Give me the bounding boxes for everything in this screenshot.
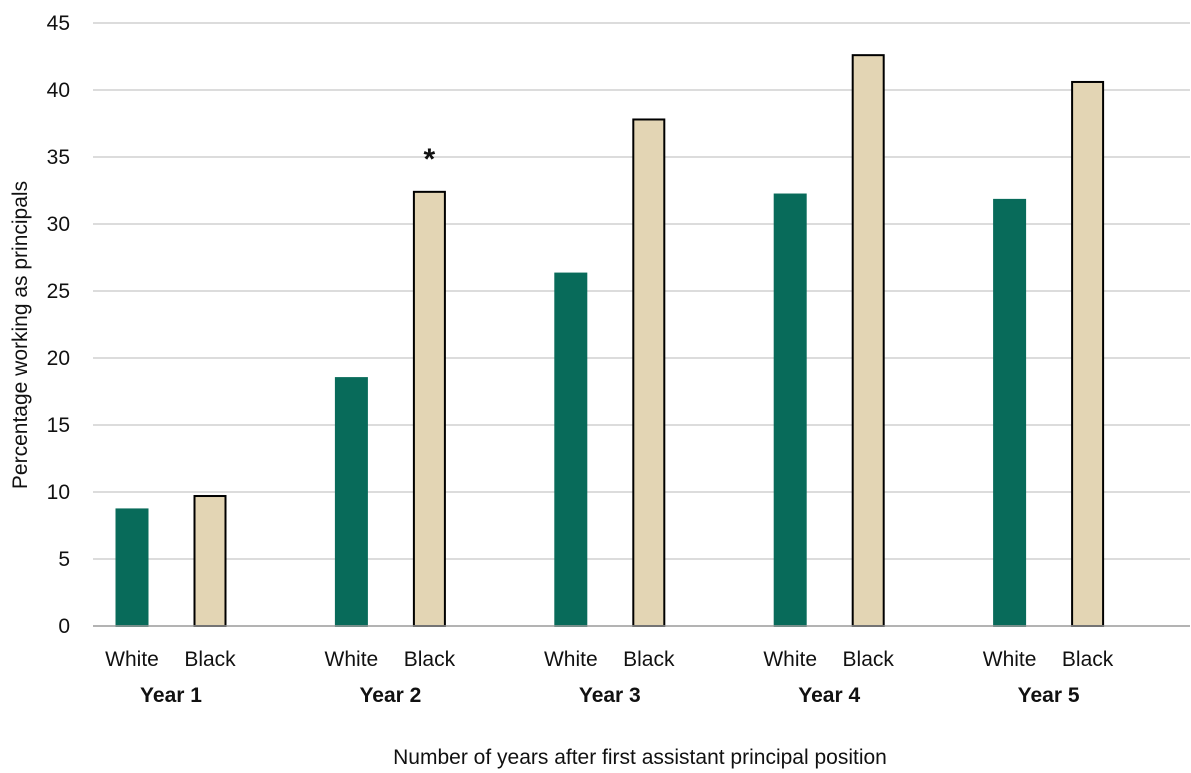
- bar-white-year-3: [554, 272, 588, 627]
- x-series-label: White: [983, 648, 1037, 671]
- y-tick-label: 40: [47, 79, 70, 102]
- x-series-label: White: [763, 648, 817, 671]
- x-series-label: Black: [404, 648, 456, 671]
- y-tick-label: 20: [47, 347, 70, 370]
- y-axis-title: Percentage working as principals: [9, 181, 32, 489]
- x-axis-title: Number of years after first assistant pr…: [393, 746, 887, 769]
- y-tick-label: 0: [58, 615, 70, 638]
- y-tick-label: 15: [47, 414, 70, 437]
- bar-black-year-3: [632, 118, 666, 627]
- y-tick-label: 5: [58, 548, 70, 571]
- x-series-label: White: [105, 648, 159, 671]
- bar-white-year-1: [115, 508, 149, 628]
- y-tick-label: 35: [47, 146, 70, 169]
- bar-black-year-1: [193, 495, 227, 627]
- bar-white-year-4: [773, 193, 807, 628]
- x-series-label: Black: [623, 648, 675, 671]
- bar-black-year-5: [1071, 80, 1105, 627]
- x-series-label: Black: [1062, 648, 1114, 671]
- x-group-label: Year 2: [359, 684, 421, 707]
- x-group-label: Year 4: [798, 684, 860, 707]
- x-series-label: White: [325, 648, 379, 671]
- x-group-label: Year 5: [1018, 684, 1080, 707]
- bar-black-year-2: [412, 190, 446, 627]
- bar-black-year-4: [851, 54, 885, 628]
- x-series-label: Black: [843, 648, 895, 671]
- bars: [115, 54, 1105, 628]
- y-axis-ticks: 0 5 10 15 20 25 30 35 40 45: [47, 12, 70, 638]
- bar-white-year-2: [334, 377, 368, 627]
- y-tick-label: 45: [47, 12, 70, 35]
- y-tick-label: 25: [47, 280, 70, 303]
- x-axis-categories: White Black Year 1 White Black Year 2 White Bla…: [105, 648, 1114, 707]
- bar-white-year-5: [993, 198, 1027, 627]
- x-series-label: Black: [184, 648, 236, 671]
- y-tick-label: 10: [47, 481, 70, 504]
- annotations: *: [424, 143, 436, 176]
- significance-marker: *: [424, 143, 436, 176]
- x-group-label: Year 1: [140, 684, 202, 707]
- x-series-label: White: [544, 648, 598, 671]
- x-group-label: Year 3: [579, 684, 641, 707]
- y-tick-label: 30: [47, 213, 70, 236]
